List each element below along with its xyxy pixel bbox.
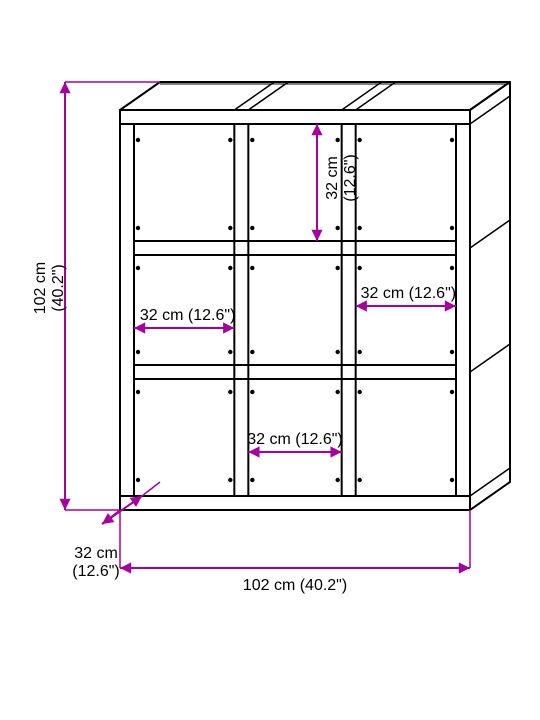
dim-depth: 32 cm(12.6") — [72, 545, 119, 580]
dim-overall-width: 102 cm (40.2") — [243, 577, 347, 594]
dim-overall-height: 102 cm(40.2") — [32, 262, 67, 314]
dim-cube-width-mid-left: 32 cm (12.6") — [140, 307, 236, 324]
dim-cube-width-mid-right: 32 cm (12.6") — [361, 285, 457, 302]
dim-cube-height: 32 cm(12.6") — [324, 154, 359, 201]
dim-cube-width-bottom: 32 cm (12.6") — [247, 431, 343, 448]
